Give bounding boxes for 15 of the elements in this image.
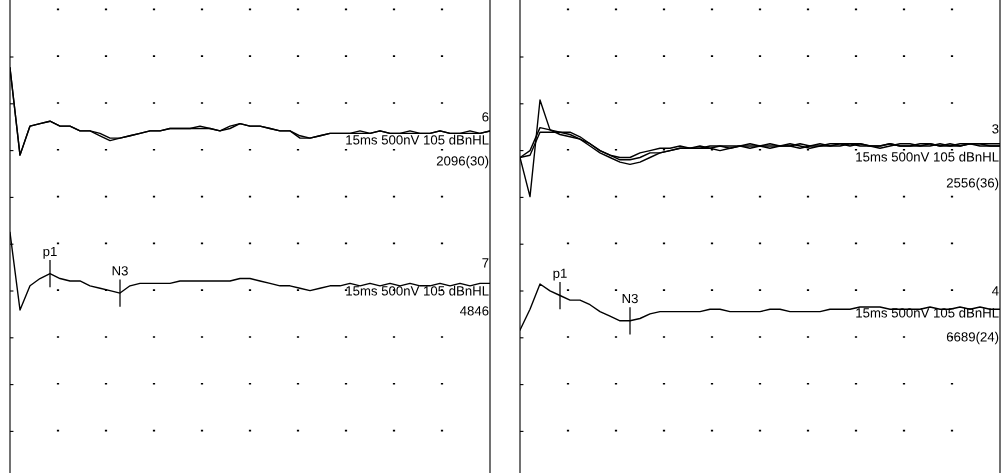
annotation: 4: [992, 286, 999, 296]
annotation: 6: [482, 112, 489, 122]
annotation: 2556(36): [946, 177, 999, 191]
annotation: 15ms 500nV 105 dBnHL: [856, 151, 999, 162]
annotation: p1: [553, 268, 567, 281]
annotation: 15ms 500nV 105 dBnHL: [346, 134, 489, 145]
annotation: p1: [43, 246, 57, 259]
annotation: N3: [622, 293, 638, 304]
annotation: 3: [992, 124, 999, 134]
annotation: 4846: [459, 306, 489, 316]
annotation: 2096(30): [436, 155, 489, 169]
annotation: 15ms 500nV 105 dBnHL: [346, 285, 489, 296]
annotation: N3: [112, 266, 128, 276]
annotation: 7: [482, 258, 489, 268]
text: 6689(24): [946, 331, 999, 345]
